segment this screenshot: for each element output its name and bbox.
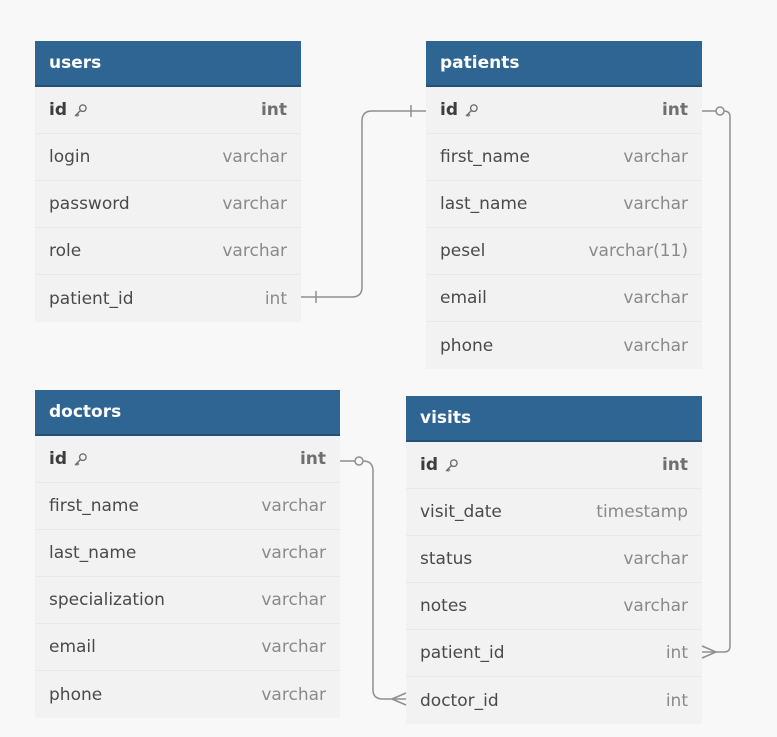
- crowfoot-marker: [701, 645, 717, 659]
- field-name: password: [49, 194, 130, 214]
- field-name: specialization: [49, 590, 165, 610]
- table-body: id int first_name varchar last_name varc…: [426, 87, 702, 369]
- field-type: int: [661, 100, 688, 120]
- field-name: last_name: [49, 543, 137, 563]
- field-type: varchar: [623, 335, 688, 356]
- field-row-id[interactable]: id int: [35, 436, 340, 483]
- field-row-id[interactable]: id int: [426, 87, 702, 134]
- field-name: patient_id: [49, 288, 134, 309]
- field-row-phone[interactable]: phone varchar: [426, 322, 702, 369]
- optional-marker: [354, 456, 364, 466]
- field-type: int: [260, 100, 287, 120]
- field-row-phone[interactable]: phone varchar: [35, 671, 340, 718]
- field-type: int: [299, 449, 326, 469]
- field-type: varchar: [261, 496, 326, 516]
- field-row-patient-id[interactable]: patient_id int: [406, 630, 702, 677]
- field-type: varchar: [623, 288, 688, 308]
- field-name: id: [49, 100, 67, 120]
- field-name: phone: [49, 684, 103, 705]
- field-type: varchar(11): [588, 241, 688, 261]
- field-name: visit_date: [420, 502, 502, 522]
- field-name: phone: [440, 335, 494, 356]
- field-type: int: [665, 690, 688, 711]
- field-type: varchar: [261, 590, 326, 610]
- field-type: varchar: [222, 194, 287, 214]
- field-name: login: [49, 147, 91, 167]
- field-row-first-name[interactable]: first_name varchar: [35, 483, 340, 530]
- table-body: id int login varchar password varchar ro…: [35, 87, 301, 322]
- table-visits[interactable]: visits id int visit_date timestamp statu…: [406, 396, 702, 724]
- key-icon: [465, 103, 478, 117]
- relationship-visits-patients-route: [702, 110, 731, 653]
- field-name: id: [420, 455, 438, 475]
- field-row-password[interactable]: password varchar: [35, 181, 301, 228]
- field-type: int: [264, 288, 287, 309]
- field-name: pesel: [440, 241, 486, 261]
- field-type: timestamp: [596, 502, 688, 522]
- field-type: varchar: [261, 543, 326, 563]
- field-name-cell: id: [420, 455, 459, 475]
- field-row-email[interactable]: email varchar: [426, 275, 702, 322]
- field-type: varchar: [261, 637, 326, 657]
- field-name: last_name: [440, 194, 528, 214]
- optional-marker: [715, 106, 725, 116]
- field-type: varchar: [623, 596, 688, 616]
- relationship-visits-doctors-route: [362, 460, 406, 700]
- field-row-email[interactable]: email varchar: [35, 624, 340, 671]
- field-row-id[interactable]: id int: [406, 442, 702, 489]
- field-row-last-name[interactable]: last_name varchar: [35, 530, 340, 577]
- field-type: varchar: [623, 194, 688, 214]
- field-type: varchar: [623, 147, 688, 167]
- field-name: doctor_id: [420, 690, 499, 711]
- key-icon: [74, 103, 87, 117]
- field-name: email: [440, 288, 487, 308]
- table-patients[interactable]: patients id int first_name varchar last_…: [426, 41, 702, 369]
- field-row-first-name[interactable]: first_name varchar: [426, 134, 702, 181]
- key-icon: [74, 452, 87, 466]
- field-row-notes[interactable]: notes varchar: [406, 583, 702, 630]
- table-users[interactable]: users id int login varchar password varc…: [35, 41, 301, 322]
- field-row-role[interactable]: role varchar: [35, 228, 301, 275]
- relationship-users-patients[interactable]: [301, 110, 426, 298]
- table-body: id int first_name varchar last_name varc…: [35, 436, 340, 718]
- table-header-doctors[interactable]: doctors: [35, 390, 340, 436]
- table-header-visits[interactable]: visits: [406, 396, 702, 442]
- field-row-last-name[interactable]: last_name varchar: [426, 181, 702, 228]
- field-name-cell: id: [49, 100, 88, 120]
- field-row-visit-date[interactable]: visit_date timestamp: [406, 489, 702, 536]
- field-name: status: [420, 549, 473, 569]
- field-name-cell: id: [49, 449, 88, 469]
- field-row-patient-id[interactable]: patient_id int: [35, 275, 301, 322]
- field-row-pesel[interactable]: pesel varchar(11): [426, 228, 702, 275]
- field-name: email: [49, 637, 96, 657]
- field-row-id[interactable]: id int: [35, 87, 301, 134]
- field-row-specialization[interactable]: specialization varchar: [35, 577, 340, 624]
- field-type: varchar: [623, 549, 688, 569]
- field-name: patient_id: [420, 643, 505, 663]
- field-name: first_name: [49, 496, 139, 516]
- crowfoot-marker: [391, 692, 407, 706]
- field-name: id: [440, 100, 458, 120]
- table-body: id int visit_date timestamp status varch…: [406, 442, 702, 724]
- field-row-login[interactable]: login varchar: [35, 134, 301, 181]
- table-header-patients[interactable]: patients: [426, 41, 702, 87]
- key-icon: [445, 458, 458, 472]
- field-type: int: [665, 643, 688, 663]
- field-type: varchar: [222, 147, 287, 167]
- table-doctors[interactable]: doctors id int first_name varchar last_n…: [35, 390, 340, 718]
- field-name: role: [49, 241, 82, 261]
- field-name: first_name: [440, 147, 530, 167]
- field-row-doctor-id[interactable]: doctor_id int: [406, 677, 702, 724]
- field-name: notes: [420, 596, 468, 616]
- table-header-users[interactable]: users: [35, 41, 301, 87]
- field-type: varchar: [222, 241, 287, 261]
- field-name: id: [49, 449, 67, 469]
- field-name-cell: id: [440, 100, 479, 120]
- field-type: int: [661, 455, 688, 475]
- field-type: varchar: [261, 684, 326, 705]
- field-row-status[interactable]: status varchar: [406, 536, 702, 583]
